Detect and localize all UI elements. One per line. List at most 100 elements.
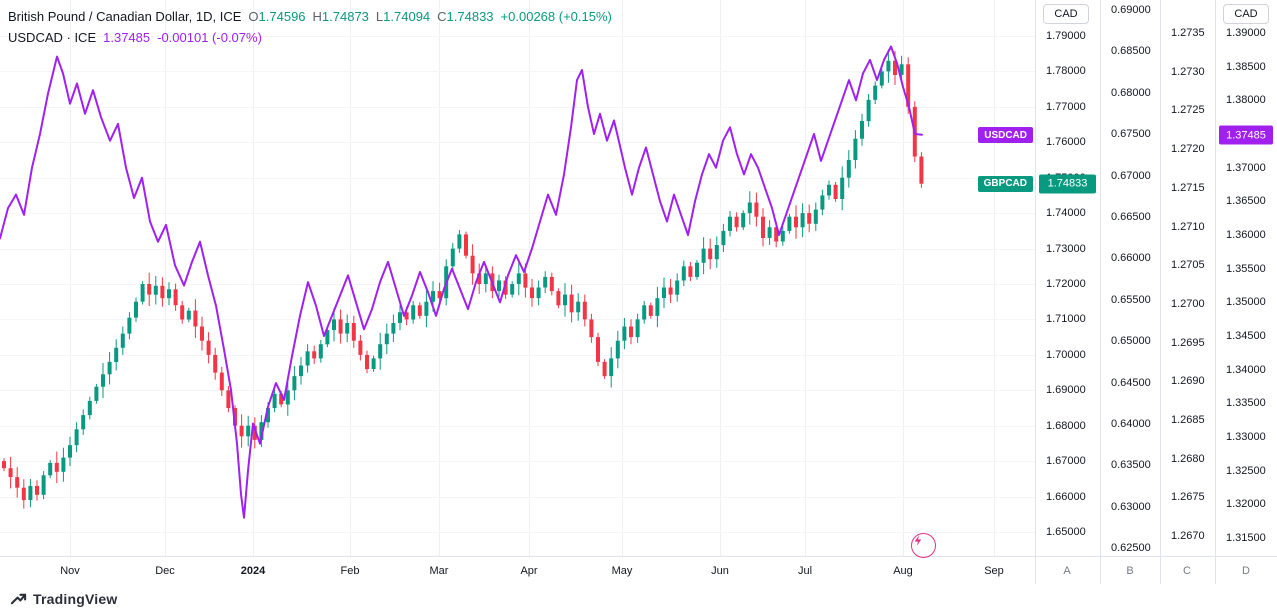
price-tick-label: 0.65000 xyxy=(1111,335,1151,348)
footer-bar: TradingView xyxy=(0,585,1277,613)
price-tick-label: 1.74000 xyxy=(1046,207,1086,220)
price-tick-label: 1.2715 xyxy=(1171,181,1205,194)
price-tick-label: 1.2705 xyxy=(1171,259,1205,272)
usdcad-line-series xyxy=(0,45,923,519)
price-tick-label: 1.32500 xyxy=(1226,464,1266,477)
price-tick-label: 0.68000 xyxy=(1111,86,1151,99)
scale-letter-d[interactable]: D xyxy=(1242,565,1250,577)
price-chart-canvas[interactable] xyxy=(0,0,1035,556)
usdcad-series-badge: USDCAD xyxy=(978,127,1033,143)
time-axis-label: Jun xyxy=(711,565,729,577)
price-tick-label: 1.2695 xyxy=(1171,336,1205,349)
price-tick-label: 1.69000 xyxy=(1046,384,1086,397)
price-tick-label: 1.39000 xyxy=(1226,27,1266,39)
price-scale-b[interactable]: 0.69000 0.68500 0.68000 0.67500 0.67000 0.665… xyxy=(1100,0,1161,584)
price-tick-label: 0.66000 xyxy=(1111,252,1151,265)
time-axis-label: Mar xyxy=(429,565,449,577)
price-tick-label: 1.77000 xyxy=(1046,100,1086,113)
price-tick-label: 1.34000 xyxy=(1226,363,1266,376)
price-tick-label: 1.72000 xyxy=(1046,278,1086,290)
price-tick-label: 0.62500 xyxy=(1111,542,1151,554)
tradingview-brand-text[interactable]: TradingView xyxy=(33,591,118,607)
time-axis-label: Apr xyxy=(520,565,538,577)
price-tick-label: 1.2735 xyxy=(1171,27,1205,39)
lightning-bolt-icon xyxy=(914,535,922,546)
time-axis[interactable]: Nov Dec 2024 Feb Mar Apr May Jun Jul Aug Sep A B C D xyxy=(0,556,1277,586)
price-tick-label: 1.38000 xyxy=(1226,94,1266,107)
price-tick-label: 1.2725 xyxy=(1171,104,1205,117)
price-tick-label: 1.71000 xyxy=(1046,313,1086,326)
price-scale-c[interactable]: 1.2735 1.2730 1.2725 1.2720 1.2715 1.2710 1.27… xyxy=(1160,0,1216,584)
change-value: +0.00268 (+0.15%) xyxy=(500,9,612,24)
price-tick-label: 0.67000 xyxy=(1111,169,1151,182)
price-tick-label: 1.37000 xyxy=(1226,161,1266,174)
scale-d-currency-box[interactable]: CAD xyxy=(1223,4,1269,24)
close-label: C xyxy=(437,9,447,24)
price-scale-a[interactable]: CAD 1.74833 1.79000 1.78000 1.77000 1.76000… xyxy=(1035,0,1101,584)
grid-lines xyxy=(0,0,1035,556)
legend-usdcad-series-row[interactable]: USDCAD · ICE 1.37485 -0.00101 (-0.07%) xyxy=(8,27,612,48)
price-tick-label: 1.35000 xyxy=(1226,296,1266,309)
scale-letter-b[interactable]: B xyxy=(1126,565,1134,577)
price-tick-label: 1.2670 xyxy=(1171,530,1205,542)
price-tick-label: 1.35500 xyxy=(1226,262,1266,275)
price-tick-label: 1.65000 xyxy=(1046,526,1086,538)
price-tick-label: 0.63000 xyxy=(1111,500,1151,513)
price-scale-d[interactable]: CAD 1.37485 1.390001.385001.380001.37500… xyxy=(1215,0,1277,584)
legend-main-series-row[interactable]: British Pound / Canadian Dollar, 1D, ICE… xyxy=(8,6,612,27)
time-axis-label: Nov xyxy=(60,565,80,577)
price-tick-label: 1.31500 xyxy=(1226,532,1266,544)
price-tick-label: 1.67000 xyxy=(1046,455,1086,468)
symbol-title[interactable]: British Pound / Canadian Dollar, 1D, ICE xyxy=(8,9,242,24)
gbpcad-series-badge: GBPCAD xyxy=(977,175,1033,192)
time-axis-label: Dec xyxy=(155,565,175,577)
usdcad-change-value: -0.00101 (-0.07%) xyxy=(157,30,262,45)
open-value: 1.74596 xyxy=(258,9,306,24)
time-axis-label: Feb xyxy=(340,565,360,577)
price-tick-label: 0.68500 xyxy=(1111,45,1151,58)
price-tick-label: 1.66000 xyxy=(1046,490,1086,503)
price-tick-label: 1.2690 xyxy=(1171,375,1205,388)
price-tick-label: 0.65500 xyxy=(1111,293,1151,306)
price-tick-label: 0.66500 xyxy=(1111,210,1151,223)
scale-a-currency-box[interactable]: CAD xyxy=(1043,4,1089,24)
scale-letter-a[interactable]: A xyxy=(1063,565,1071,577)
price-tick-label: 1.76000 xyxy=(1046,136,1086,149)
price-tick-label: 1.33000 xyxy=(1226,431,1266,443)
price-tick-label: 1.36000 xyxy=(1226,229,1266,241)
gbpcad-candlestick-series xyxy=(2,49,924,509)
price-tick-label: 0.69000 xyxy=(1111,4,1151,16)
scale-letter-c[interactable]: C xyxy=(1183,565,1191,577)
price-tick-label: 1.78000 xyxy=(1046,65,1086,78)
high-value: 1.74873 xyxy=(321,9,369,24)
price-tick-label: 1.33500 xyxy=(1226,397,1266,410)
price-tick-label: 1.38500 xyxy=(1226,60,1266,73)
tradingview-logo-icon[interactable] xyxy=(10,591,27,608)
usdcad-last-value: 1.37485 xyxy=(103,30,151,45)
price-tick-label: 0.64000 xyxy=(1111,417,1151,430)
usdcad-series-title[interactable]: USDCAD · ICE xyxy=(8,30,97,45)
price-tick-label: 1.2685 xyxy=(1171,413,1205,426)
price-tick-label: 1.79000 xyxy=(1046,30,1086,42)
low-label: L xyxy=(375,9,384,24)
flash-marker[interactable] xyxy=(911,533,936,558)
usdcad-price-badge: 1.37485 xyxy=(1219,125,1273,145)
open-label: O xyxy=(248,9,259,24)
price-tick-label: 1.70000 xyxy=(1046,348,1086,361)
price-tick-label: 1.2675 xyxy=(1171,491,1205,504)
price-tick-label: 1.73000 xyxy=(1046,242,1086,255)
price-tick-label: 1.2730 xyxy=(1171,65,1205,78)
price-tick-label: 1.68000 xyxy=(1046,419,1086,432)
price-tick-label: 1.2680 xyxy=(1171,452,1205,465)
chart-legend: British Pound / Canadian Dollar, 1D, ICE… xyxy=(8,6,612,48)
price-tick-label: 1.2700 xyxy=(1171,297,1205,310)
price-tick-label: 1.32000 xyxy=(1226,498,1266,511)
price-tick-label: 1.34500 xyxy=(1226,330,1266,342)
price-tick-label: 0.63500 xyxy=(1111,459,1151,472)
close-value: 1.74833 xyxy=(446,9,494,24)
time-axis-label: Sep xyxy=(984,565,1004,577)
low-value: 1.74094 xyxy=(383,9,431,24)
chart-pane[interactable]: British Pound / Canadian Dollar, 1D, ICE… xyxy=(0,0,1035,558)
high-label: H xyxy=(312,9,322,24)
